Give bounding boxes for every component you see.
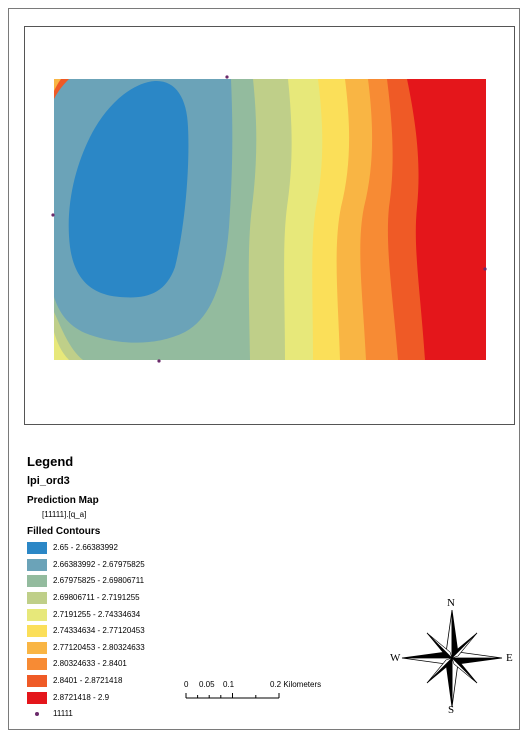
compass-east-label: E bbox=[506, 652, 513, 664]
legend-swatch bbox=[27, 542, 47, 555]
legend-class-label: 2.74334634 - 2.77120453 bbox=[53, 626, 145, 636]
sample-point bbox=[51, 213, 55, 217]
contour-class-list: 2.65 - 2.66383992 2.66383992 - 2.6797582… bbox=[27, 540, 327, 706]
legend-points-row: 11111 bbox=[27, 707, 327, 721]
legend-class: 2.80324633 - 2.8401 bbox=[27, 656, 327, 673]
legend-swatch bbox=[27, 641, 47, 654]
scale-bar-graphic bbox=[185, 693, 280, 699]
legend-class-label: 2.8401 - 2.8721418 bbox=[53, 676, 123, 686]
legend-class: 2.74334634 - 2.77120453 bbox=[27, 623, 327, 640]
legend-class-label: 2.67975825 - 2.69806711 bbox=[53, 576, 145, 586]
legend-class-label: 2.65 - 2.66383992 bbox=[53, 543, 118, 553]
point-marker-icon bbox=[27, 708, 47, 720]
scale-tick-label: 0 bbox=[184, 680, 189, 689]
scale-bar: 0 0.05 0.1 0.2 Kilometers bbox=[180, 680, 350, 704]
legend-class: 2.8401 - 2.8721418 bbox=[27, 673, 327, 690]
legend-class-label: 2.80324633 - 2.8401 bbox=[53, 659, 127, 669]
legend-class: 2.8721418 - 2.9 bbox=[27, 689, 327, 706]
legend-swatch bbox=[27, 592, 47, 605]
sample-point bbox=[483, 267, 487, 271]
legend-swatch bbox=[27, 558, 47, 571]
points-layer-label: 11111 bbox=[53, 708, 73, 718]
legend-class: 2.66383992 - 2.67975825 bbox=[27, 557, 327, 574]
sample-point bbox=[157, 359, 161, 363]
field-name: [11111].[q_a] bbox=[42, 510, 87, 519]
legend: Legend lpi_ord3 Prediction Map [11111].[… bbox=[27, 452, 327, 721]
contour-corner-band bbox=[54, 79, 61, 91]
scale-tick-label: 0.2 Kilometers bbox=[270, 680, 322, 689]
legend-class: 2.65 - 2.66383992 bbox=[27, 540, 327, 557]
legend-class-label: 2.8721418 - 2.9 bbox=[53, 692, 110, 702]
compass-rose-icon bbox=[401, 609, 503, 708]
scale-tick-label: 0.1 bbox=[223, 680, 235, 689]
legend-swatch bbox=[27, 608, 47, 621]
legend-class: 2.7191255 - 2.74334634 bbox=[27, 606, 327, 623]
compass-west-label: W bbox=[390, 652, 401, 664]
legend-class: 2.69806711 - 2.7191255 bbox=[27, 590, 327, 607]
scale-bar-labels: 0 0.05 0.1 0.2 Kilometers bbox=[180, 680, 350, 692]
legend-class-label: 2.69806711 - 2.7191255 bbox=[53, 593, 140, 603]
sample-point bbox=[225, 75, 229, 79]
north-arrow: N S W E bbox=[382, 597, 522, 719]
legend-swatch bbox=[27, 575, 47, 588]
legend-swatch bbox=[27, 658, 47, 671]
legend-title: Legend bbox=[27, 454, 74, 469]
contour-band-1 bbox=[68, 80, 189, 298]
legend-swatch bbox=[27, 675, 47, 688]
legend-swatch bbox=[27, 625, 47, 638]
layer-name: lpi_ord3 bbox=[27, 475, 70, 487]
prediction-map-title: Prediction Map bbox=[27, 495, 99, 506]
compass-south-label: S bbox=[448, 704, 455, 716]
filled-contours-title: Filled Contours bbox=[27, 526, 101, 537]
scale-tick-label: 0.05 bbox=[199, 680, 215, 689]
legend-class-label: 2.77120453 - 2.80324633 bbox=[53, 642, 145, 652]
legend-class: 2.77120453 - 2.80324633 bbox=[27, 640, 327, 657]
legend-class-label: 2.7191255 - 2.74334634 bbox=[53, 609, 141, 619]
contour-corner-band bbox=[54, 79, 69, 99]
prediction-surface bbox=[51, 75, 487, 363]
compass-north-label: N bbox=[447, 597, 455, 609]
legend-swatch bbox=[27, 691, 47, 704]
legend-class-label: 2.66383992 - 2.67975825 bbox=[53, 559, 145, 569]
legend-class: 2.67975825 - 2.69806711 bbox=[27, 573, 327, 590]
map-data-frame bbox=[24, 26, 515, 425]
